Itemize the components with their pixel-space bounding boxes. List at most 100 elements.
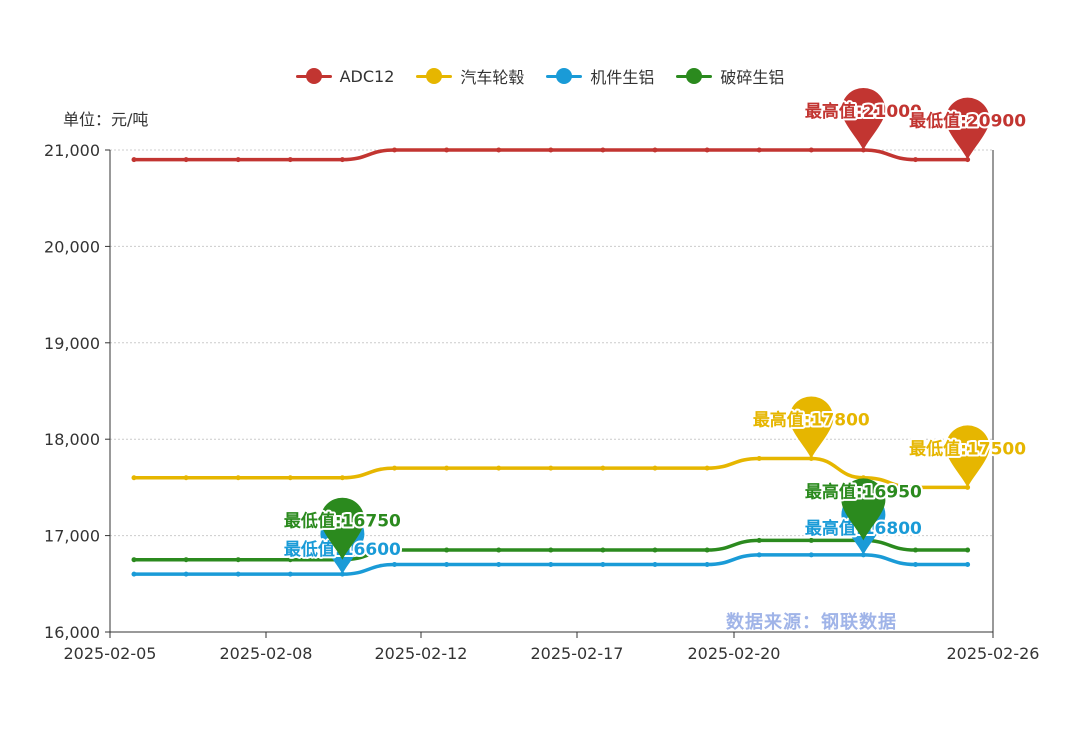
max-marker-0: 最高值:21000 [803,88,924,150]
series-point-1 [339,475,345,481]
series-point-0 [913,157,918,163]
legend-swatch [676,68,713,84]
legend-item-2[interactable]: 机件生铝 [546,64,654,88]
series-point-2 [392,562,397,568]
series-point-0 [756,147,762,153]
series-point-1 [183,475,189,481]
series-point-1 [287,475,293,481]
series-point-2 [548,562,554,568]
series-point-3 [392,547,397,553]
series-point-2 [183,571,189,577]
max-marker-3: 最高值:16950 [803,478,924,541]
x-tick-label: 2025-02-17 [531,644,624,663]
max-marker-1-label: 最高值:17800 [753,409,870,430]
series-point-3 [808,537,814,543]
y-tick-label: 21,000 [44,141,100,160]
y-tick-label: 16,000 [44,623,100,642]
series-point-2 [131,571,137,577]
legend-swatch [416,68,453,84]
min-marker-0: 最低值:20900 [907,97,1028,160]
series-point-3 [965,547,971,553]
series-point-2 [600,562,606,568]
legend-item-3[interactable]: 破碎生铝 [676,64,784,88]
series-point-1 [392,465,397,471]
max-marker-3-label: 最高值:16950 [805,481,922,502]
series-point-1 [600,465,606,471]
legend-item-1[interactable]: 汽车轮毂 [416,64,524,88]
x-tick-label: 2025-02-26 [947,644,1040,663]
x-tick-label: 2025-02-20 [688,644,781,663]
max-marker-0-label: 最高值:21000 [805,101,922,122]
min-marker-0-label: 最低值:20900 [909,111,1026,132]
series-point-0 [287,157,293,163]
min-marker-3: 最低值:16750 [282,497,403,560]
series-point-2 [704,562,710,568]
min-marker-3-label: 最低值:16750 [284,511,401,532]
series-point-3 [913,547,918,553]
series-point-2 [808,552,814,558]
legend: ADC12 汽车轮毂 机件生铝 破碎生铝 [0,64,1080,88]
series-point-1 [496,465,502,471]
series-point-3 [235,557,241,563]
legend-label: 破碎生铝 [720,68,785,87]
series-point-3 [652,547,658,553]
y-tick-label: 17,000 [44,527,100,546]
series-point-2 [235,571,241,577]
y-tick-label: 19,000 [44,334,100,353]
series-point-1 [444,465,450,471]
series-point-3 [444,547,450,553]
series-point-0 [183,157,189,163]
series-point-0 [704,147,710,153]
series-point-3 [756,537,762,543]
legend-label: 汽车轮毂 [460,68,525,87]
series-point-3 [704,547,710,553]
series-point-3 [287,557,293,563]
legend-label: 机件生铝 [590,68,655,87]
series-point-2 [444,562,450,568]
min-marker-3-pin [320,497,365,560]
series-point-3 [548,547,554,553]
series-point-1 [913,484,918,490]
series-point-1 [235,475,241,481]
series-point-0 [808,147,814,153]
series-point-1 [652,465,658,471]
series-point-1 [756,455,762,461]
legend-item-0[interactable]: ADC12 [295,64,395,88]
max-marker-0-pin [841,88,886,150]
x-tick-label: 2025-02-05 [64,644,157,663]
series-point-2 [756,552,762,558]
series-point-2 [652,562,658,568]
max-marker-1-pin [789,396,834,459]
source-label: 数据来源：钢联数据 [726,612,897,633]
series-point-0 [548,147,554,153]
x-tick-label: 2025-02-08 [220,644,313,663]
min-marker-1-label: 最低值:17500 [909,438,1026,459]
min-marker-1: 最低值:17500 [907,425,1028,488]
series-point-0 [235,157,241,163]
series-point-0 [339,157,345,163]
series-point-1 [131,475,137,481]
series-point-3 [131,557,137,563]
y-tick-label: 18,000 [44,430,100,449]
series-point-0 [652,147,658,153]
series-point-0 [496,147,502,153]
min-marker-0-pin [945,97,990,160]
x-tick-label: 2025-02-12 [375,644,468,663]
series-point-1 [548,465,554,471]
legend-swatch [295,68,332,84]
series-point-0 [444,147,450,153]
series-point-2 [965,562,971,568]
unit-label: 单位：元/吨 [63,110,149,129]
series-point-0 [131,157,137,163]
series-point-1 [704,465,710,471]
series-point-3 [600,547,606,553]
max-marker-3-pin [841,478,886,541]
series-point-2 [496,562,502,568]
series-point-2 [913,562,918,568]
legend-label: ADC12 [339,66,395,86]
y-tick-label: 20,000 [44,237,100,256]
min-marker-1-pin [945,425,990,488]
series-point-0 [392,147,397,153]
series-point-2 [287,571,293,577]
